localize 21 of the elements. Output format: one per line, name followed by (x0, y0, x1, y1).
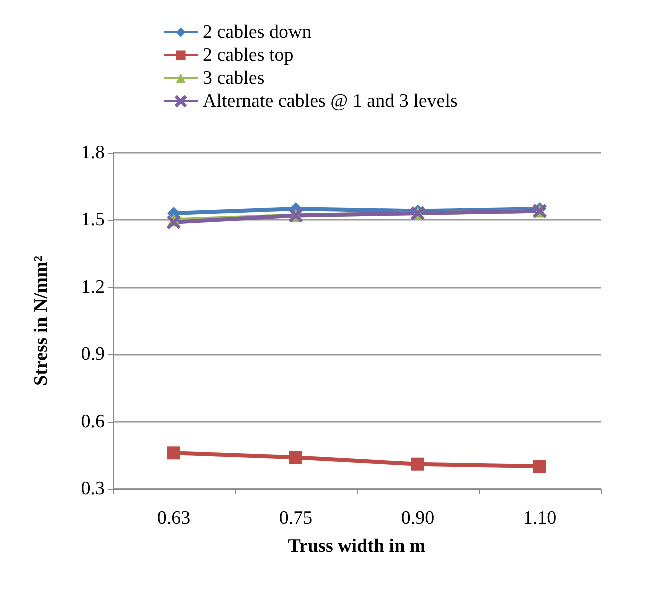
point (167, 216, 181, 230)
y-tick-label: 1.2 (81, 276, 105, 298)
y-axis-title: Stress in N/mm² (31, 256, 52, 386)
y-tick-label: 0.6 (81, 411, 105, 432)
x-tick-label: 0.63 (157, 508, 191, 529)
x-axis-title: Truss width in m (288, 536, 426, 557)
point (534, 460, 546, 474)
y-tick-label: 1.5 (81, 210, 105, 231)
y-tick-label: 0.3 (81, 478, 105, 500)
legend-label: 3 cables (203, 68, 265, 89)
legend-label: Alternate cables @ 1 and 3 levels (203, 91, 458, 112)
x-tick-label: 1.10 (523, 508, 557, 529)
point (290, 451, 302, 464)
legend-label: 2 cables down (203, 22, 312, 43)
point (168, 446, 180, 460)
y-tick-label: 1.8 (81, 142, 105, 164)
legend-label: 2 cables top (203, 45, 294, 66)
x-tick-label: 0.75 (279, 508, 313, 529)
y-tick-label: 0.9 (81, 344, 105, 366)
x-tick-label: 0.90 (401, 508, 435, 529)
point (412, 458, 424, 471)
